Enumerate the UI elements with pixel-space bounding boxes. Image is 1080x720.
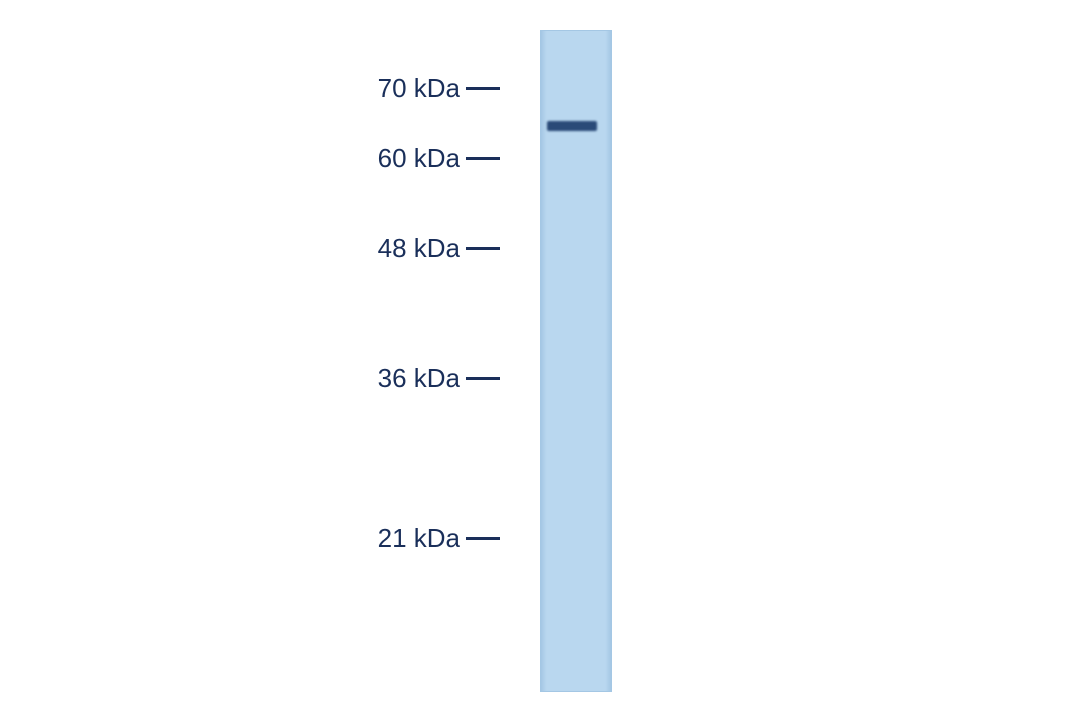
marker-tick [466,87,500,90]
marker-label: 48 kDa [378,233,460,264]
marker-label: 70 kDa [378,73,460,104]
marker-48kda: 48 kDa [378,233,500,264]
marker-tick [466,247,500,250]
marker-tick [466,377,500,380]
marker-60kda: 60 kDa [378,143,500,174]
marker-tick [466,537,500,540]
marker-70kda: 70 kDa [378,73,500,104]
marker-label: 60 kDa [378,143,460,174]
marker-21kda: 21 kDa [378,523,500,554]
marker-label: 21 kDa [378,523,460,554]
marker-36kda: 36 kDa [378,363,500,394]
marker-label: 36 kDa [378,363,460,394]
blot-band [547,121,597,131]
marker-tick [466,157,500,160]
blot-figure: 70 kDa 60 kDa 48 kDa 36 kDa 21 kDa [0,0,1080,720]
blot-lane [540,30,612,692]
